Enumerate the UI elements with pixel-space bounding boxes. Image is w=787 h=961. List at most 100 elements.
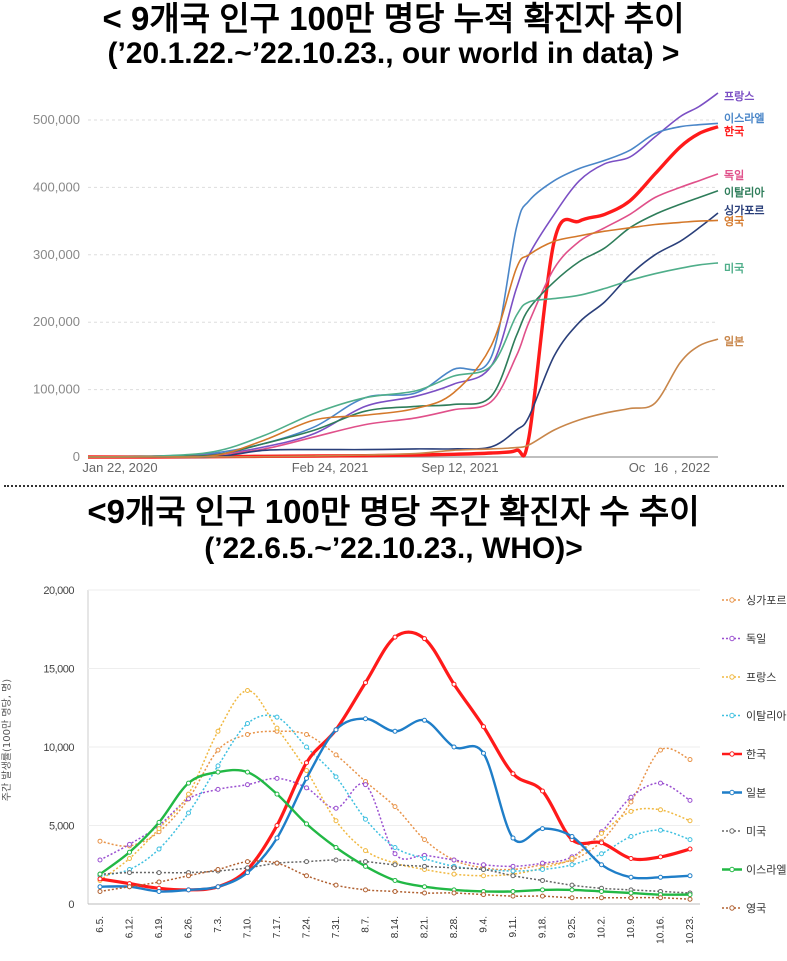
data-point bbox=[628, 874, 634, 880]
data-point bbox=[569, 862, 575, 868]
data-point bbox=[127, 884, 132, 890]
data-point bbox=[186, 780, 191, 786]
cumulative-cases-chart: 0 100,000 200,000 300,000 400,000 500,000 Jan … bbox=[33, 90, 765, 475]
legend-label: 싱가포르 bbox=[746, 594, 786, 607]
data-point bbox=[97, 876, 103, 882]
data-point bbox=[687, 846, 693, 852]
legend-marker bbox=[729, 597, 735, 603]
legend-label: 프랑스 bbox=[746, 671, 776, 684]
series-label: 프랑스 bbox=[724, 90, 754, 103]
data-point bbox=[215, 728, 221, 734]
data-point bbox=[569, 887, 575, 893]
data-point bbox=[274, 791, 280, 797]
data-point bbox=[658, 780, 663, 786]
data-point bbox=[599, 851, 604, 857]
data-point bbox=[127, 841, 132, 847]
y-axis-label: 주간 발생률(100만 명당, 명) bbox=[1, 679, 13, 802]
series-label: 이스라엘 bbox=[724, 111, 764, 125]
data-point bbox=[628, 890, 634, 896]
data-point bbox=[392, 634, 398, 640]
y-tick-label: 10,000 bbox=[43, 742, 74, 754]
data-point bbox=[569, 855, 575, 861]
data-point bbox=[658, 874, 663, 880]
x-tick-label: 6.12. bbox=[125, 916, 136, 938]
data-point bbox=[156, 870, 162, 876]
data-point bbox=[392, 804, 398, 810]
data-point bbox=[628, 895, 634, 901]
data-point bbox=[274, 725, 280, 731]
x-tick-label: 8.7. bbox=[361, 916, 372, 933]
data-point bbox=[186, 796, 191, 802]
data-point bbox=[186, 887, 191, 893]
data-point bbox=[510, 863, 516, 869]
x-tick-label: 7.3. bbox=[213, 916, 224, 933]
y-tick-label: 5,000 bbox=[49, 821, 74, 833]
data-point bbox=[540, 887, 545, 893]
section-divider bbox=[4, 485, 784, 487]
x-tick-label: Oc bbox=[629, 460, 646, 475]
data-point bbox=[245, 720, 250, 726]
x-tick-label: 10.23. bbox=[685, 916, 696, 944]
data-point bbox=[304, 785, 309, 791]
data-point bbox=[628, 808, 634, 814]
x-tick-label: Jan 22, 2020 bbox=[82, 460, 157, 475]
data-point bbox=[333, 857, 339, 863]
x-tick-label: 7.24. bbox=[302, 916, 313, 938]
y-tick-label: 400,000 bbox=[33, 179, 80, 194]
x-tick-label: 10.2. bbox=[597, 916, 608, 938]
data-point bbox=[392, 851, 398, 857]
data-point bbox=[451, 744, 457, 750]
data-point bbox=[333, 882, 339, 888]
y-tick-label: 100,000 bbox=[33, 382, 80, 397]
data-point bbox=[687, 873, 693, 879]
data-point bbox=[156, 826, 162, 832]
data-point bbox=[599, 888, 604, 894]
x-tick-label: 8.28. bbox=[449, 916, 460, 938]
data-point bbox=[304, 744, 309, 750]
data-point bbox=[363, 816, 368, 822]
data-point bbox=[658, 895, 663, 901]
data-point bbox=[687, 757, 693, 763]
series-line-미국 bbox=[87, 262, 719, 458]
data-point bbox=[245, 731, 250, 737]
data-point bbox=[510, 835, 516, 841]
series-label: 이탈리아 bbox=[724, 185, 765, 199]
data-point bbox=[97, 884, 103, 890]
data-point bbox=[245, 769, 250, 775]
data-point bbox=[186, 873, 191, 879]
data-point bbox=[540, 826, 545, 832]
chart1-title-line1: < 9개국 인구 100만 명당 누적 확진자 추이 bbox=[102, 0, 685, 37]
data-point bbox=[274, 860, 280, 866]
data-point bbox=[333, 805, 339, 811]
chart1-title-line2: (’20.1.22.~’22.10.23., our world in data… bbox=[107, 37, 680, 70]
series-label: 영국 bbox=[724, 215, 744, 228]
x-tick-label: 16 bbox=[654, 460, 668, 475]
data-point bbox=[363, 887, 368, 893]
chart2-title-line2: (’22.6.5.~’22.10.23., WHO)> bbox=[204, 532, 583, 565]
data-point bbox=[422, 884, 427, 890]
y-tick-label: 15,000 bbox=[43, 664, 74, 676]
x-tick-label: Sep 12, 2021 bbox=[421, 460, 498, 475]
x-tick-label: 6.26. bbox=[184, 916, 195, 938]
data-point bbox=[481, 862, 486, 868]
data-point bbox=[97, 888, 103, 894]
legend-marker bbox=[729, 751, 735, 757]
legend-marker bbox=[729, 712, 735, 719]
data-point bbox=[127, 849, 132, 855]
data-point bbox=[451, 871, 457, 877]
legend-marker bbox=[729, 789, 735, 796]
data-point bbox=[599, 830, 604, 836]
data-point bbox=[97, 857, 103, 863]
data-point bbox=[127, 870, 132, 876]
data-point bbox=[304, 859, 309, 865]
legend-marker bbox=[729, 905, 735, 911]
data-point bbox=[333, 844, 339, 850]
x-tick-label: 8.21. bbox=[420, 916, 431, 938]
data-point bbox=[392, 877, 398, 883]
data-point bbox=[422, 863, 427, 869]
data-point bbox=[599, 840, 604, 846]
y-tick-label: 0 bbox=[73, 449, 80, 464]
legend-marker bbox=[729, 674, 735, 680]
x-tick-label: 9.11. bbox=[508, 916, 519, 938]
